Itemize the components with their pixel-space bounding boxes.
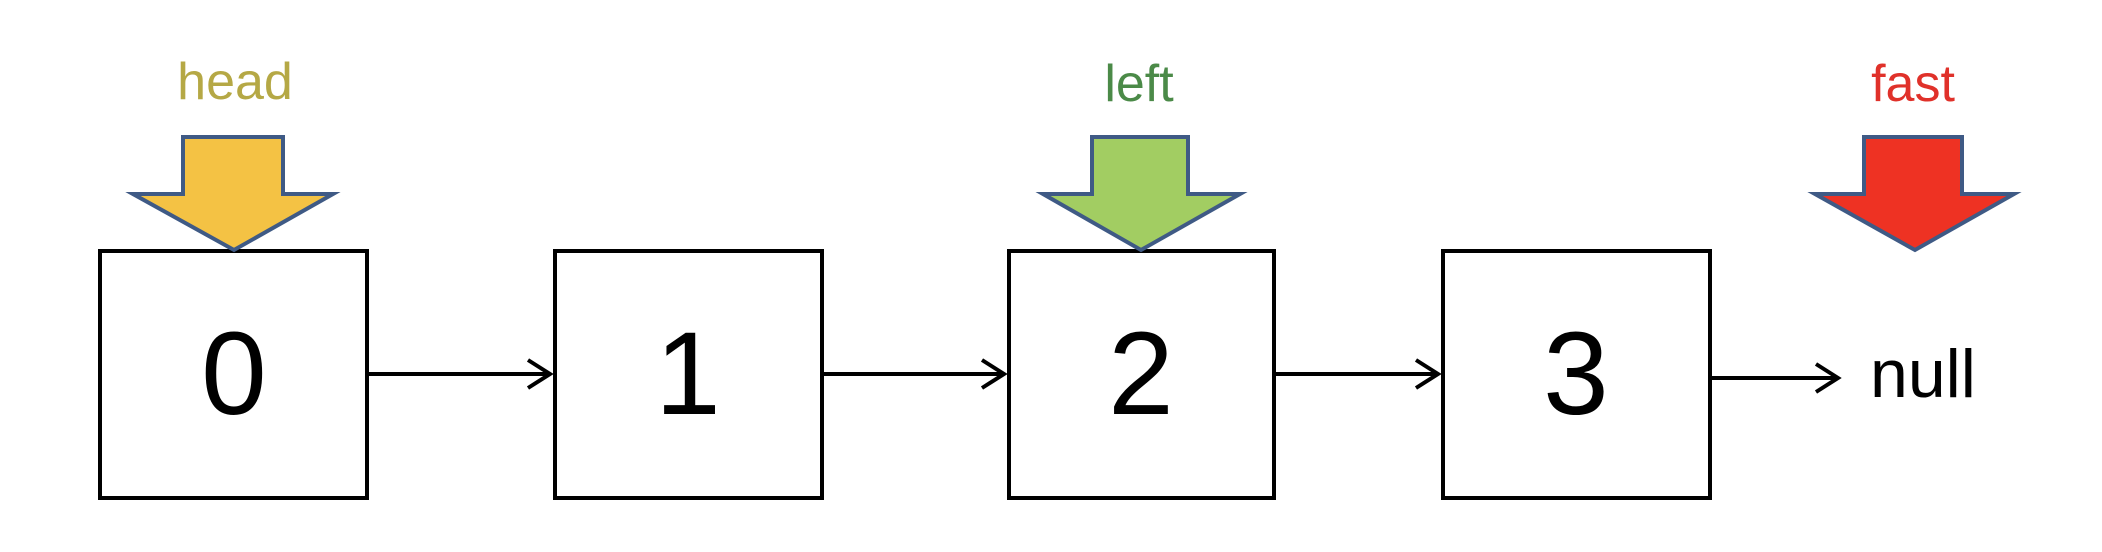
link-arrow-1-2 bbox=[822, 358, 1008, 390]
list-node-3: 3 bbox=[1441, 249, 1712, 500]
link-arrow-0-1 bbox=[367, 358, 554, 390]
node-box-3 bbox=[1441, 249, 1712, 500]
pointer-label-head: head bbox=[177, 53, 293, 111]
null-terminal: null bbox=[1870, 336, 1976, 412]
pointer-label-fast: fast bbox=[1871, 55, 1955, 113]
link-arrow-2-3 bbox=[1274, 358, 1442, 390]
list-node-1: 1 bbox=[553, 249, 824, 500]
list-node-0: 0 bbox=[98, 249, 369, 500]
node-box-0 bbox=[98, 249, 369, 500]
down-arrow-icon-left bbox=[1035, 135, 1248, 253]
pointer-label-left: left bbox=[1104, 55, 1174, 113]
node-value-0: 0 bbox=[201, 308, 267, 440]
pointer-head: head bbox=[125, 53, 341, 253]
down-arrow-icon-head bbox=[125, 135, 341, 253]
node-value-2: 2 bbox=[1108, 308, 1174, 440]
link-arrow-3-null bbox=[1710, 362, 1842, 394]
node-value-1: 1 bbox=[655, 308, 721, 440]
pointer-fast: fast bbox=[1807, 55, 2022, 253]
node-value-3: 3 bbox=[1543, 308, 1609, 440]
down-arrow-icon-fast bbox=[1807, 135, 2022, 253]
node-box-1 bbox=[553, 249, 824, 500]
pointer-left: left bbox=[1035, 55, 1248, 253]
list-node-2: 2 bbox=[1007, 249, 1276, 500]
